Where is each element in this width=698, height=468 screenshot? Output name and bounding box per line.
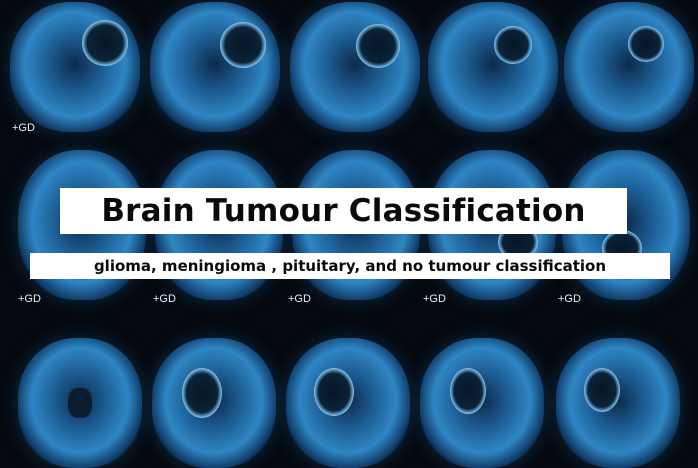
mri-scan [420,338,544,468]
ventricle [68,388,92,418]
page-subtitle: glioma, meningioma , pituitary, and no t… [93,257,607,275]
mri-scan [556,338,680,468]
tumour-lesion [82,20,128,66]
mri-scan [150,2,280,132]
mri-scan [286,338,410,468]
tumour-lesion [628,26,664,62]
tumour-lesion [494,26,532,64]
gd-marker: +GD [558,293,581,305]
tumour-lesion [584,368,620,412]
mri-scan [428,2,558,132]
subtitle-label-box: glioma, meningioma , pituitary, and no t… [30,253,670,279]
tumour-lesion [314,368,354,416]
gd-marker: +GD [153,293,176,305]
mri-scan [18,338,142,468]
mri-scan [152,338,276,468]
gd-marker: +GD [288,293,311,305]
mri-scan [290,2,420,132]
page-title: Brain Tumour Classification [101,193,586,229]
title-label-box: Brain Tumour Classification [60,188,627,234]
tumour-lesion [220,22,266,68]
gd-marker: +GD [12,122,35,134]
mri-scan [564,2,694,132]
gd-marker: +GD [18,293,41,305]
mri-scan [10,2,140,132]
gd-marker: +GD [423,293,446,305]
tumour-lesion [182,368,222,418]
tumour-lesion [356,24,400,68]
tumour-lesion [450,368,486,414]
